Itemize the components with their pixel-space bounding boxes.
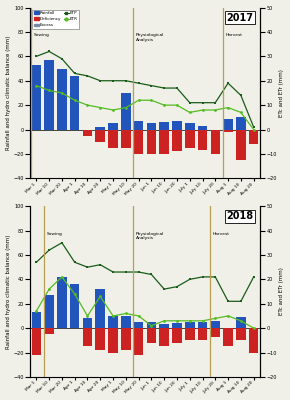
Bar bbox=[185, 322, 195, 328]
Bar bbox=[172, 121, 182, 130]
Bar bbox=[83, 328, 92, 346]
Y-axis label: ETc and ETr (mm): ETc and ETr (mm) bbox=[280, 268, 284, 316]
Bar bbox=[32, 65, 41, 130]
Y-axis label: ETc and ETr (mm): ETc and ETr (mm) bbox=[280, 69, 284, 117]
Bar bbox=[134, 328, 143, 355]
Text: 2017: 2017 bbox=[226, 13, 253, 23]
Bar bbox=[223, 130, 233, 132]
Bar bbox=[160, 130, 169, 154]
Bar bbox=[185, 130, 195, 148]
Text: Harvest: Harvest bbox=[226, 33, 242, 37]
Bar bbox=[57, 277, 67, 328]
Bar bbox=[236, 130, 246, 160]
Bar bbox=[108, 316, 118, 328]
Bar bbox=[134, 322, 143, 328]
Bar bbox=[95, 127, 105, 130]
Bar bbox=[32, 312, 41, 328]
Bar bbox=[108, 328, 118, 352]
Bar bbox=[160, 324, 169, 328]
Bar bbox=[236, 317, 246, 328]
Bar bbox=[147, 124, 156, 130]
Bar bbox=[211, 321, 220, 328]
Bar bbox=[223, 118, 233, 130]
Bar bbox=[44, 328, 54, 334]
Bar bbox=[172, 130, 182, 152]
Bar bbox=[108, 124, 118, 130]
Bar bbox=[249, 130, 258, 144]
Bar bbox=[134, 121, 143, 130]
Bar bbox=[121, 130, 130, 148]
Bar bbox=[198, 328, 207, 340]
Bar bbox=[121, 316, 130, 328]
Bar bbox=[95, 328, 105, 350]
Bar bbox=[44, 60, 54, 130]
Text: 2018: 2018 bbox=[226, 211, 253, 221]
Bar bbox=[57, 68, 67, 130]
Bar bbox=[83, 130, 92, 136]
Bar bbox=[147, 130, 156, 154]
Bar bbox=[223, 328, 233, 346]
Bar bbox=[198, 130, 207, 150]
Bar bbox=[172, 323, 182, 328]
Bar bbox=[108, 130, 118, 148]
Bar bbox=[236, 328, 246, 340]
Text: Sowing: Sowing bbox=[34, 33, 50, 37]
Bar bbox=[83, 318, 92, 328]
Bar bbox=[147, 322, 156, 328]
Bar bbox=[147, 328, 156, 343]
Y-axis label: Rainfall and hydro climatic balance (mm): Rainfall and hydro climatic balance (mm) bbox=[6, 234, 10, 349]
Bar bbox=[198, 126, 207, 130]
Bar bbox=[95, 130, 105, 142]
Bar bbox=[95, 289, 105, 328]
Bar bbox=[185, 124, 195, 130]
Text: Harvest: Harvest bbox=[213, 232, 230, 236]
Bar bbox=[134, 130, 143, 154]
Bar bbox=[70, 76, 79, 130]
Bar bbox=[211, 328, 220, 337]
Text: Physiological
Analysis: Physiological Analysis bbox=[136, 232, 164, 240]
Text: Sowing: Sowing bbox=[47, 232, 62, 236]
Text: Physiological
Analysis: Physiological Analysis bbox=[136, 33, 164, 42]
Bar bbox=[160, 328, 169, 346]
Bar bbox=[249, 328, 258, 352]
Bar bbox=[44, 295, 54, 328]
Bar bbox=[211, 130, 220, 154]
Bar bbox=[160, 122, 169, 130]
Bar bbox=[198, 322, 207, 328]
Bar bbox=[172, 328, 182, 343]
Bar bbox=[70, 284, 79, 328]
Bar bbox=[121, 328, 130, 350]
Bar bbox=[121, 93, 130, 130]
Bar bbox=[185, 328, 195, 340]
Legend: Rainfall, Deficiency, Excess, ETP, ETR: Rainfall, Deficiency, Excess, ETP, ETR bbox=[32, 10, 79, 29]
Bar bbox=[236, 117, 246, 130]
Y-axis label: Rainfall and hydro climatic balance (mm): Rainfall and hydro climatic balance (mm) bbox=[6, 36, 10, 150]
Bar bbox=[32, 328, 41, 355]
